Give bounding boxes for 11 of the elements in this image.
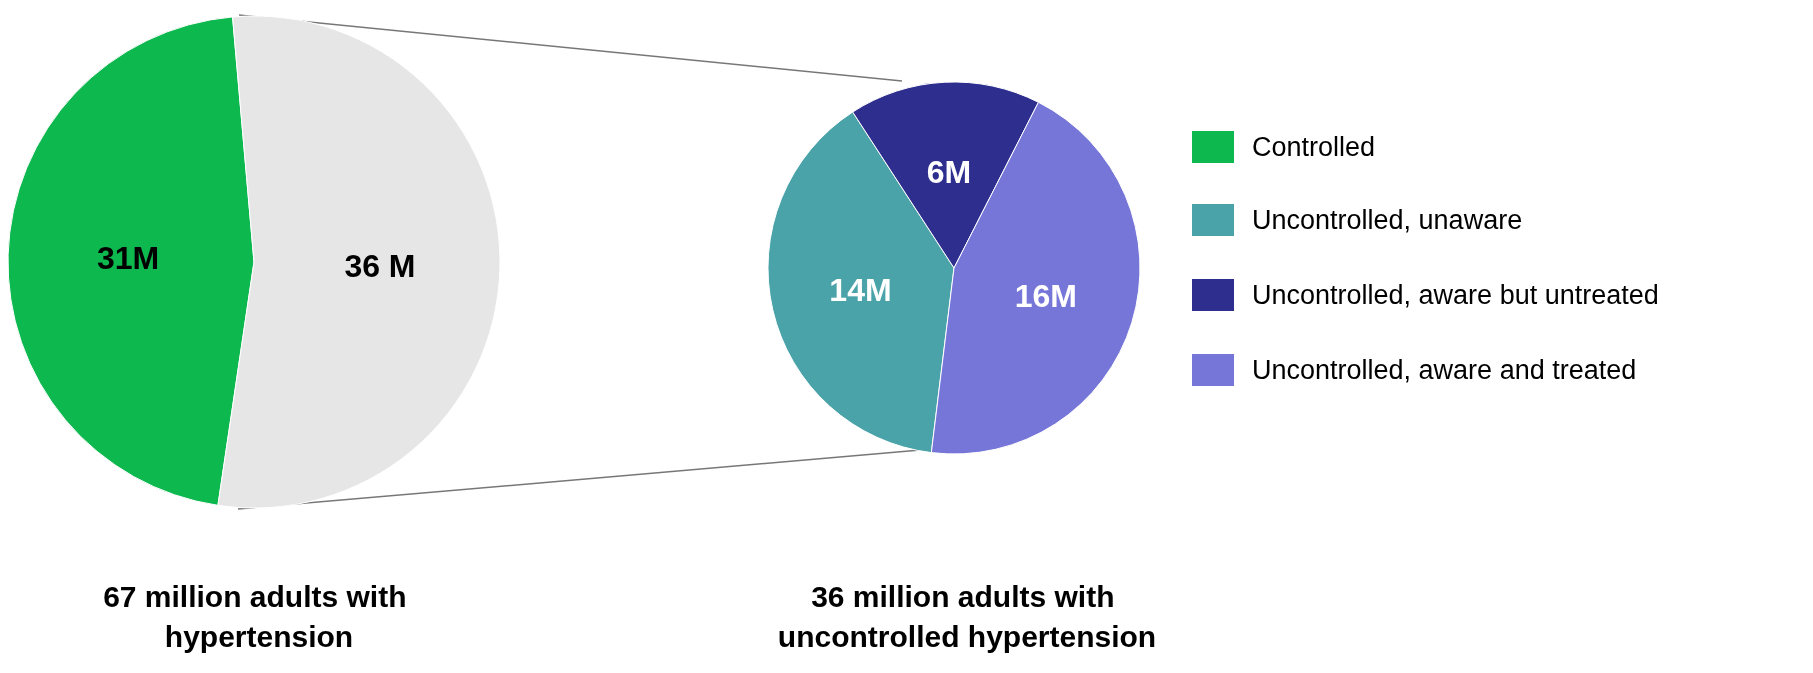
legend-label: Uncontrolled, aware and treated (1252, 355, 1637, 385)
data-label: 36 M (344, 247, 416, 284)
data-label: 31M (96, 240, 160, 277)
text: 67 million adults with hypertension (103, 579, 415, 653)
legend-label: Controlled (1252, 132, 1376, 162)
data-label: 6M (926, 154, 972, 191)
legend-label: Uncontrolled, unaware (1252, 205, 1523, 235)
data-label: 16M (1014, 278, 1077, 315)
data-label: 14M (829, 271, 892, 308)
legend-label: Uncontrolled, aware but untreated (1252, 280, 1659, 310)
text: 36 million adults with uncontrolled hypertension (777, 579, 1157, 653)
